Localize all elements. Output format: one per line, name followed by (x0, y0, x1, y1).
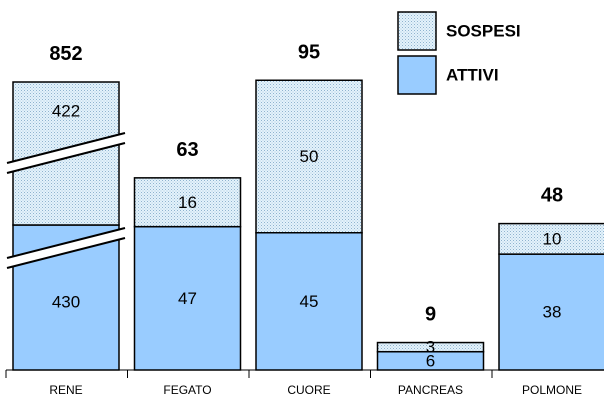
seg-label-fegato-attivi: 47 (178, 289, 197, 308)
category-label-rene: RENE (49, 383, 82, 397)
bars-layer (6, 79, 604, 371)
bar-polmone-sospesi (498, 222, 604, 255)
labels-layer: 422 430 852 RENE 47 16 63 FEGATO 45 50 95 CUORE 63 9 P… (5, 41, 582, 397)
axis-break-line (6, 227, 126, 259)
seg-label-polmone-attivi: 38 (543, 303, 562, 322)
total-label-pancreas: 9 (425, 304, 436, 326)
seg-label-pancreas-sospesi: 3 (426, 338, 435, 357)
legend-label-attivi: ATTIVI (446, 66, 499, 85)
seg-label-cuore-sospesi: 50 (300, 147, 319, 166)
legend-swatch-attivi (397, 55, 437, 95)
bar-cuore-sospesi (255, 79, 363, 234)
bar-fegato-attivi (133, 225, 242, 371)
category-label-fegato: FEGATO (163, 383, 211, 397)
axis-break-upper (7, 133, 125, 173)
axis-break-lower (7, 228, 125, 268)
total-label-fegato: 63 (176, 139, 198, 161)
seg-label-polmone-sospesi: 10 (543, 229, 562, 248)
legend: SOSPESI ATTIVI (397, 11, 521, 95)
seg-label-fegato-sospesi: 16 (178, 193, 197, 212)
axis-break-line (6, 142, 126, 174)
total-label-rene: 852 (49, 43, 82, 65)
bar-fegato-sospesi (133, 177, 242, 228)
bar-polmone-attivi (498, 253, 604, 371)
total-label-polmone: 48 (541, 185, 563, 207)
axis-break-line (6, 237, 126, 269)
total-label-cuore: 95 (298, 41, 320, 63)
category-label-cuore: CUORE (287, 383, 330, 397)
bar-cuore-attivi (255, 232, 363, 371)
seg-label-cuore-attivi: 45 (300, 292, 319, 311)
bar-pancreas-sospesi (376, 341, 485, 353)
legend-label-sospesi: SOSPESI (446, 22, 521, 41)
axis-break-line (6, 132, 126, 164)
legend-swatch-sospesi (397, 11, 437, 51)
category-label-pancreas: PANCREAS (398, 383, 463, 397)
seg-label-pancreas-attivi: 6 (426, 351, 435, 370)
seg-label-rene-attivi: 430 (52, 293, 80, 312)
category-label-polmone: POLMONE (522, 383, 582, 397)
seg-label-rene-sospesi: 422 (52, 102, 80, 121)
